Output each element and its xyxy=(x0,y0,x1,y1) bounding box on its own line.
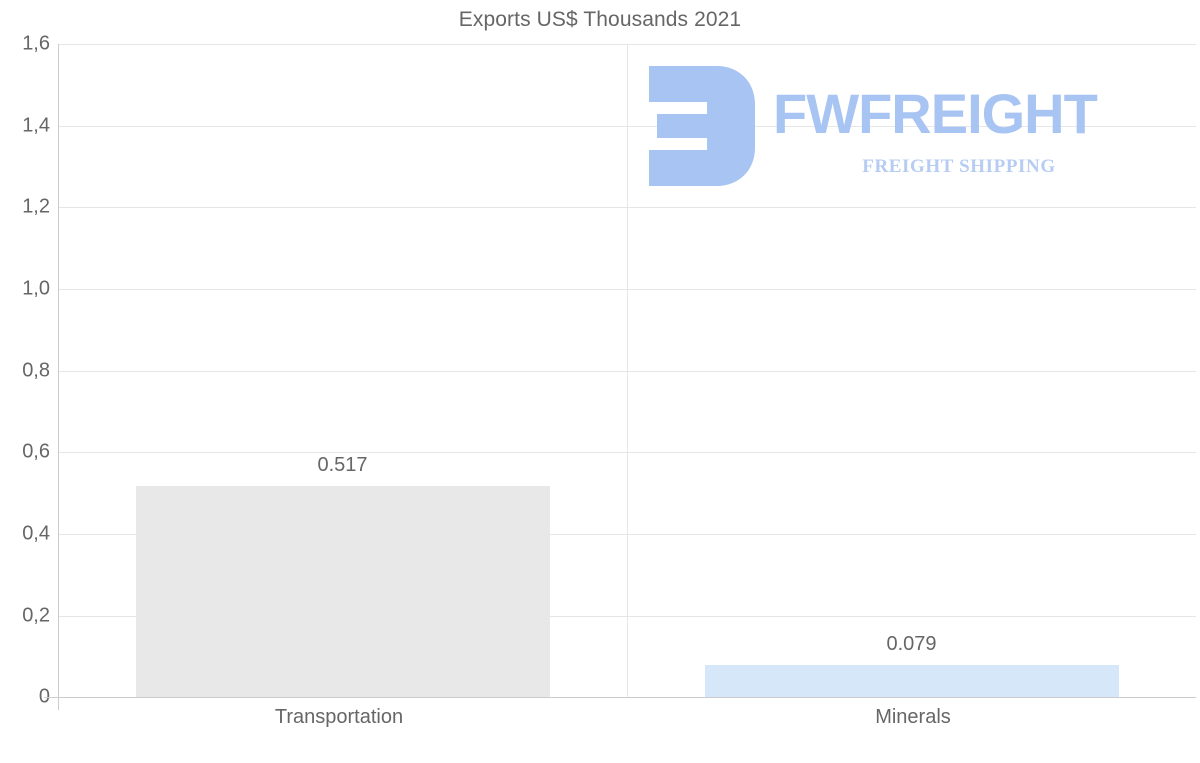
y-tick-label: 0 xyxy=(2,686,50,709)
plot-area xyxy=(58,44,1196,697)
y-axis-line xyxy=(58,44,59,710)
bar-value-label: 0.517 xyxy=(317,453,368,476)
x-axis-category-label-transportation: Transportation xyxy=(274,706,404,728)
x-axis-category-label-minerals: Minerals xyxy=(875,706,951,728)
y-tick-label: 1,0 xyxy=(22,277,50,300)
chart-title: Exports US$ Thousands 2021 xyxy=(458,8,742,31)
y-tick-label: 0,4 xyxy=(22,522,50,545)
bar-minerals[interactable] xyxy=(704,664,1119,697)
gridline-vertical-category-divider xyxy=(627,44,628,697)
bar-transportation[interactable] xyxy=(135,486,550,697)
x-axis-line xyxy=(44,697,1196,698)
y-tick-label: 0,6 xyxy=(22,440,50,463)
y-tick-label: 1,2 xyxy=(22,195,50,218)
y-tick-label: 1,6 xyxy=(22,32,50,55)
y-tick-label: 0,2 xyxy=(22,604,50,627)
y-tick-label: 1,4 xyxy=(22,114,50,137)
y-axis-tick-labels: 1,6 1,4 1,2 1,0 0,8 0,6 0,4 0,2 0 xyxy=(0,0,50,763)
y-tick-label: 0,8 xyxy=(22,359,50,382)
bar-value-label: 0.079 xyxy=(886,632,937,655)
